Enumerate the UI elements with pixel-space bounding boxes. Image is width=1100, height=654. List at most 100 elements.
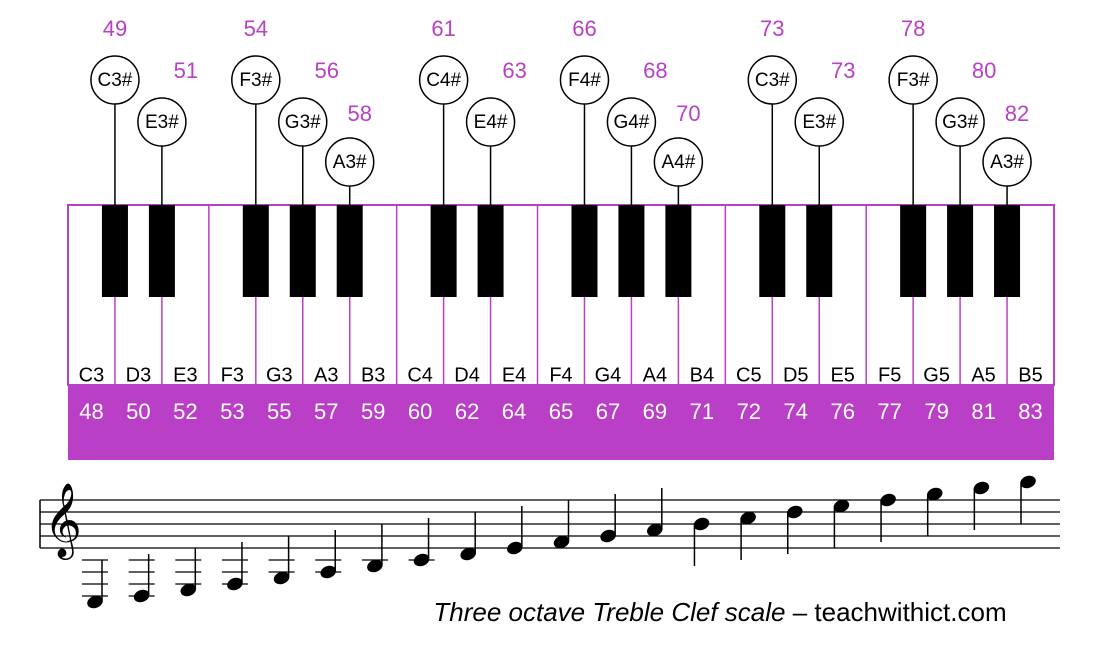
white-key-label: G5 <box>923 364 950 386</box>
black-key <box>759 205 786 297</box>
note-circle <box>606 97 657 147</box>
white-key-number: 65 <box>549 399 573 424</box>
black-key <box>900 205 927 297</box>
white-key-number: 76 <box>830 399 854 424</box>
black-key-number: 68 <box>643 58 667 83</box>
note-head <box>367 559 383 573</box>
black-key-label: C4# <box>426 70 461 91</box>
black-key-number: 70 <box>676 101 700 126</box>
note-head <box>926 487 943 501</box>
white-key-number: 81 <box>971 399 995 424</box>
note-circle <box>278 97 328 147</box>
white-key-number: 69 <box>643 399 667 424</box>
note-head <box>786 505 803 519</box>
black-key-number: 82 <box>1005 101 1029 126</box>
black-key-number: 63 <box>502 58 526 83</box>
note-head <box>227 577 243 591</box>
black-key <box>947 205 974 297</box>
black-key <box>336 205 363 297</box>
white-key-number: 50 <box>126 399 150 424</box>
black-key <box>430 205 457 297</box>
white-key-number: 55 <box>267 399 291 424</box>
black-key-label: E3# <box>802 112 836 133</box>
black-key <box>994 205 1021 297</box>
white-key-number: 71 <box>690 399 714 424</box>
white-key-number: 74 <box>784 399 808 424</box>
black-key-number: 51 <box>174 58 198 83</box>
black-key-label: C3# <box>755 70 790 91</box>
white-key-number: 77 <box>877 399 901 424</box>
note-head <box>833 499 850 513</box>
note-head <box>273 571 290 585</box>
black-key-label: E3# <box>145 112 179 133</box>
white-key-label: D4 <box>454 364 480 386</box>
note-circle <box>465 97 516 147</box>
black-key <box>571 205 598 297</box>
white-key-label: D3 <box>126 364 152 386</box>
caption: Three octave Treble Clef scale – teachwi… <box>433 597 1006 627</box>
note-circle <box>231 55 281 105</box>
white-key-number: 52 <box>173 399 197 424</box>
note-circle <box>137 97 187 147</box>
note-circle <box>653 137 704 187</box>
black-key-number: 58 <box>347 101 371 126</box>
black-key-label: F3# <box>897 70 930 91</box>
black-key-number: 80 <box>972 58 996 83</box>
keyboard-frame <box>67 204 1055 386</box>
black-key-label: G4# <box>613 112 649 133</box>
number-band <box>68 385 1054 460</box>
black-key-number: 73 <box>831 58 855 83</box>
white-key-label: C4 <box>407 364 433 386</box>
white-key-label: A3 <box>314 364 338 386</box>
white-key-label: B5 <box>1018 364 1042 386</box>
white-key-number: 57 <box>314 399 338 424</box>
white-key-label: E4 <box>502 364 526 386</box>
note-head <box>320 565 337 579</box>
caption-italic: Three octave Treble Clef scale <box>433 597 785 627</box>
white-key-label: E3 <box>173 364 197 386</box>
white-key-number: 62 <box>455 399 479 424</box>
white-key-label: B3 <box>361 364 385 386</box>
white-key-label: E5 <box>830 364 854 386</box>
note-circle <box>935 97 985 147</box>
note-circle <box>559 55 610 105</box>
black-key-label: E4# <box>474 112 508 133</box>
black-key-number: 61 <box>431 16 455 41</box>
note-head <box>87 595 103 609</box>
note-head <box>413 553 430 567</box>
white-key-label: F3 <box>221 364 244 386</box>
white-key-label: D5 <box>783 364 809 386</box>
white-key-number: 53 <box>220 399 244 424</box>
black-key <box>618 205 645 297</box>
black-key <box>806 205 833 297</box>
black-key-number: 78 <box>901 16 925 41</box>
white-key-number: 83 <box>1018 399 1042 424</box>
note-head <box>973 481 990 495</box>
note-circle <box>888 55 938 105</box>
caption-plain: – teachwithict.com <box>793 597 1007 627</box>
note-head <box>1020 475 1036 489</box>
black-key-label: F4# <box>568 70 601 91</box>
black-key-label: A4# <box>661 152 695 173</box>
black-key <box>148 205 175 297</box>
note-head <box>647 523 663 537</box>
black-key-number: 54 <box>244 16 268 41</box>
note-head <box>880 493 896 507</box>
white-key-number: 48 <box>79 399 103 424</box>
black-key-label: C3# <box>98 70 133 91</box>
note-circle <box>324 137 375 187</box>
note-circle <box>794 97 844 147</box>
black-key-number: 56 <box>315 58 339 83</box>
note-head <box>553 535 570 549</box>
white-key-number: 60 <box>408 399 432 424</box>
black-key-label: A3# <box>990 152 1024 173</box>
note-circle <box>418 55 469 105</box>
white-key-label: B4 <box>690 364 714 386</box>
black-key-label: G3# <box>285 112 321 133</box>
white-key-label: C5 <box>736 364 762 386</box>
note-circle <box>747 55 798 105</box>
note-head <box>740 511 756 525</box>
black-key-number: 66 <box>572 16 596 41</box>
note-circle <box>982 137 1032 187</box>
